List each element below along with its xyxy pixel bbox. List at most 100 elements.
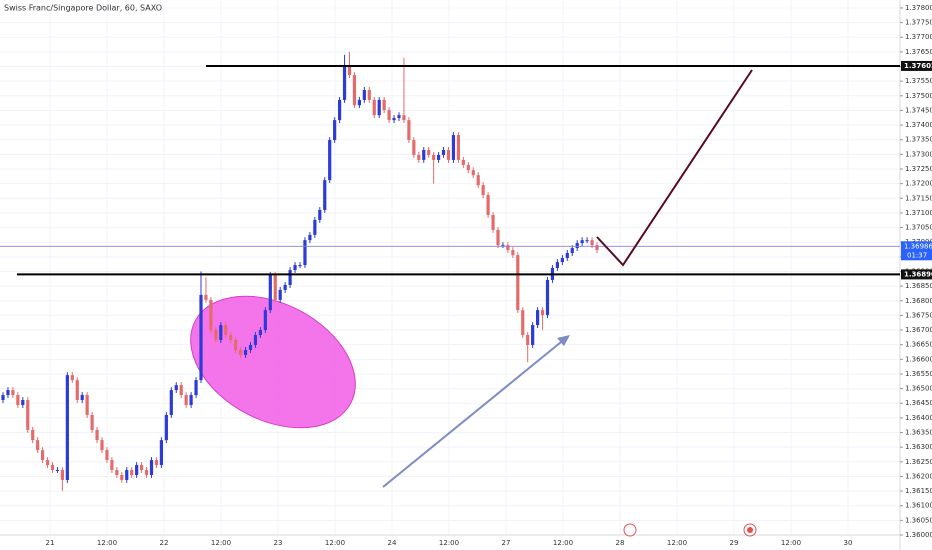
candle-body [367,89,371,100]
highlight-ellipse [190,295,356,429]
candle-body [36,440,40,451]
candle-body [110,460,114,471]
candle-body [135,465,139,475]
x-tick-label: 12:00 [97,539,117,547]
candle-body [570,248,574,254]
event-icon[interactable] [623,523,637,537]
candle-body [120,474,124,480]
candle-body [501,245,505,247]
x-tick-label: 30 [844,539,853,547]
candle-body [323,180,327,210]
last-price-label: 1.36986 [904,242,932,250]
candle-body [347,65,352,76]
candle-body [85,395,89,415]
candle-body [194,380,198,396]
candle-body [545,279,550,316]
candle-body [308,234,312,241]
candle-body [115,470,119,475]
candle-body [283,284,287,290]
candle-body [342,65,347,100]
candle-body [491,214,495,230]
candle-body [298,265,302,267]
candle-body [402,115,406,121]
x-tick-label: 27 [502,539,511,547]
candle-body [372,99,376,116]
candle-body [471,170,475,176]
candle-body [338,99,342,121]
candle-body [1,395,5,401]
y-tick-label: 1.37350 [905,136,932,144]
y-tick-label: 1.36850 [905,282,932,290]
y-tick-label: 1.37150 [905,194,932,202]
x-tick-label: 29 [730,539,739,547]
candle-body [362,89,366,100]
candle-body [392,118,396,121]
candle-body [100,440,104,451]
y-tick-label: 1.36250 [905,458,932,466]
candle-body [149,460,154,475]
candle-body [70,375,74,381]
y-tick-label: 1.36000 [905,531,932,539]
candle-body [540,310,545,316]
y-tick-label: 1.36100 [905,502,932,510]
candle-body [90,414,94,430]
candle-body [263,310,267,331]
candle-body [407,120,411,141]
y-tick-label: 1.36550 [905,370,932,378]
candle-body [313,219,317,235]
y-tick-label: 1.37500 [905,92,932,100]
level-label: 1.37602 [904,62,932,70]
event-icon-dot [747,527,753,533]
candle-body [60,470,64,480]
candle-body [476,175,480,186]
candle-body [253,335,258,345]
candle-body [125,470,129,480]
candle-body [209,299,213,331]
level-label-box [901,60,932,71]
candle-body [144,470,149,475]
y-tick-label: 1.37400 [905,121,932,129]
candle-body [590,240,594,246]
candle-body [31,429,35,441]
candle-body [229,335,233,341]
candle-body [560,258,564,263]
y-tick-label: 1.36200 [905,472,932,480]
candle-body [585,240,589,242]
candle-body [21,400,25,406]
candle-body [164,414,168,441]
candle-body [45,460,50,466]
candle-body [16,395,20,406]
candle-body [521,310,525,336]
candle-body [506,245,510,251]
candle-body [352,75,357,106]
x-tick-label: 24 [388,539,397,547]
candle-body [446,149,451,160]
candle-body [318,209,322,220]
candle-body [441,149,446,155]
y-tick-label: 1.36650 [905,341,932,349]
arrow-line [382,337,567,488]
candle-body [258,330,262,336]
candle-body [214,330,218,341]
x-tick-label: 28 [616,539,625,547]
y-tick-label: 1.36050 [905,516,932,524]
x-tick-label: 12:00 [211,539,231,547]
candle-body [105,450,109,461]
candle-body [333,120,337,141]
candle-body [595,245,599,251]
candle-body [288,270,292,285]
candle-body [387,110,391,121]
y-tick-label: 1.37300 [905,150,932,158]
candle-body [248,344,253,350]
candle-body [496,229,500,246]
candle-body [481,185,485,196]
x-tick-label: 12:00 [439,539,459,547]
candle-body [328,140,332,181]
candle-body [555,262,559,268]
candle-body [243,349,248,355]
candle-body [41,450,45,461]
candle-body [55,470,60,472]
last-price-box [901,241,932,261]
candle-body [234,340,238,350]
candle-body [511,250,515,256]
